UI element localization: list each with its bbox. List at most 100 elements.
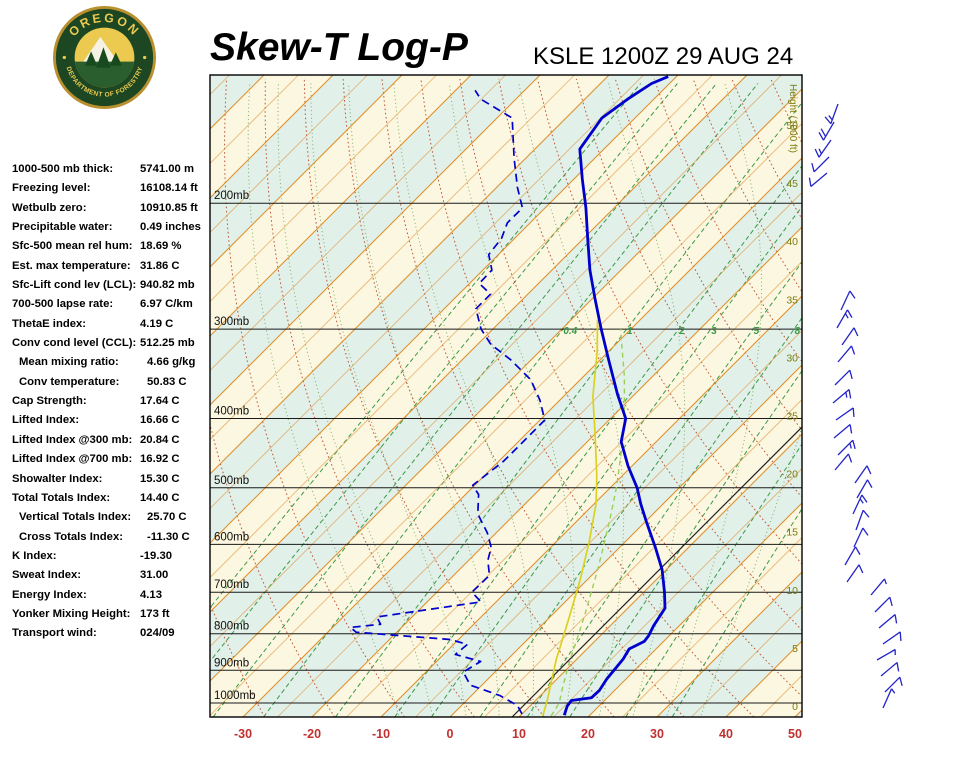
- odf-logo-svg: OREGON DEPARTMENT OF FORESTRY: [53, 6, 156, 109]
- index-value: 4.66 g/kg: [147, 356, 196, 369]
- index-value: 31.86 C: [140, 259, 180, 272]
- mixing-ratio-line: [263, 83, 759, 717]
- dry-adiabat-line: [614, 78, 802, 431]
- index-label: K Index:: [12, 549, 57, 562]
- index-row: Lifted Index: 16.66 C: [12, 414, 212, 433]
- index-label: Lifted Index:: [12, 414, 80, 427]
- dry-adiabat-line: [381, 78, 685, 717]
- index-value: 17.64 C: [140, 395, 180, 408]
- index-value: 512.25 mb: [140, 337, 195, 350]
- index-label: ThetaE index:: [12, 317, 87, 330]
- isotherm-line: [210, 75, 610, 475]
- dry-adiabat-line: [264, 78, 475, 717]
- index-value: 0.49 inches: [140, 221, 201, 234]
- mixing-ratio-line: [526, 317, 802, 717]
- index-label: Conv temperature:: [19, 375, 120, 388]
- tree-icon: [84, 51, 98, 66]
- isotherm-line: [210, 75, 644, 510]
- index-row: Precipitable water: 0.49 inches: [12, 221, 212, 240]
- moist-adiabat-line: [348, 83, 500, 716]
- index-row: Wetbulb zero: 10910.85 ft: [12, 202, 212, 221]
- index-value: 16.92 C: [140, 453, 180, 466]
- plot-border: [209, 74, 803, 718]
- pressure-label: 500mb: [214, 475, 249, 487]
- isotherm-line: [210, 75, 368, 234]
- mixing-ratio-label: 0.4: [563, 326, 577, 337]
- isotherm-line: [210, 75, 575, 441]
- pressure-label: 600mb: [214, 531, 249, 543]
- index-value: 16108.14 ft: [140, 182, 198, 195]
- wind-barbs: [808, 103, 903, 709]
- logo-dot-left: [62, 55, 66, 60]
- isotherm-line: [449, 364, 802, 717]
- index-value: 4.19 C: [140, 317, 174, 330]
- index-label: Total Totals Index:: [12, 491, 111, 504]
- index-value: -19.30: [140, 549, 173, 562]
- chart-title: Skew-T Log-P: [210, 26, 468, 69]
- isotherm-line: [622, 536, 802, 717]
- isotherm-band: [864, 75, 956, 717]
- index-value: 18.69 %: [140, 240, 182, 253]
- index-value: 6.97 C/km: [140, 298, 193, 311]
- index-label: Lifted Index @300 mb:: [12, 433, 133, 446]
- dry-adiabat-line: [888, 79, 957, 717]
- index-row: Energy Index: 4.13: [12, 589, 212, 608]
- index-row: Sfc-Lift cond lev (LCL): 940.82 mb: [12, 279, 212, 298]
- mixing-ratio-line: [210, 83, 641, 609]
- temp-tick-label: 50: [788, 727, 802, 741]
- index-row: Est. max temperature: 31.86 C: [12, 260, 212, 279]
- isotherm-line: [210, 75, 541, 406]
- index-label: Wetbulb zero:: [12, 201, 87, 214]
- pressure-label: 800mb: [214, 621, 249, 633]
- height-tick-label: 50: [786, 120, 798, 132]
- index-label: Vertical Totals Index:: [19, 511, 132, 524]
- index-row: 700-500 lapse rate: 6.97 C/km: [12, 298, 212, 317]
- index-row: Mean mixing ratio: 4.66 g/kg: [12, 356, 212, 375]
- isotherm-line: [415, 329, 802, 717]
- reference-line: [511, 426, 802, 717]
- mixing-ratio-label: 5: [754, 326, 760, 337]
- index-value: 20.84 C: [140, 433, 180, 446]
- temp-tick-label: -30: [234, 727, 252, 741]
- index-row: Cap Strength: 17.64 C: [12, 395, 212, 414]
- index-label: Lifted Index @700 mb:: [12, 453, 133, 466]
- height-tick-label: 20: [786, 469, 798, 481]
- isotherm-line: [830, 75, 957, 717]
- index-value: 10910.85 ft: [140, 201, 198, 214]
- index-value: 16.66 C: [140, 414, 180, 427]
- height-tick-label: 25: [786, 411, 798, 423]
- index-row: Cross Totals Index: -11.30 C: [12, 531, 212, 550]
- temp-tick-label: -20: [303, 727, 321, 741]
- isotherm-line: [210, 75, 437, 303]
- index-row: Lifted Index @700 mb: 16.92 C: [12, 453, 212, 472]
- mixing-ratio-line: [394, 165, 802, 717]
- pressure-label: 200mb: [214, 190, 249, 202]
- height-tick-label: 45: [786, 178, 798, 190]
- mixing-ratio-label: 2: [678, 326, 685, 337]
- temp-tick-label: -10: [372, 727, 390, 741]
- series-wetbulb: [541, 319, 599, 717]
- moist-adiabat-line: [393, 83, 534, 716]
- pressure-label: 300mb: [214, 316, 249, 328]
- logo-dot-right: [143, 55, 147, 60]
- index-row: Transport wind: 024/09: [12, 627, 212, 646]
- index-row: Vertical Totals Index: 25.70 C: [12, 511, 212, 530]
- isotherm-line: [210, 88, 802, 682]
- temp-tick-label: 10: [512, 727, 526, 741]
- pressure-label: 1000mb: [214, 690, 256, 702]
- index-label: Sweat Index:: [12, 569, 82, 582]
- mixing-ratio-line: [569, 369, 802, 717]
- moist-adiabat-line: [277, 83, 433, 716]
- index-row: Conv temperature: 50.83 C: [12, 376, 212, 395]
- index-label: Transport wind:: [12, 627, 97, 640]
- moist-adiabat-line: [518, 83, 625, 716]
- index-value: 173 ft: [140, 607, 170, 620]
- index-row: Total Totals Index: 14.40 C: [12, 492, 212, 511]
- isotherm-line: [864, 75, 956, 717]
- dry-adiabat-line: [810, 79, 956, 717]
- index-row: K Index: -19.30: [12, 550, 212, 569]
- index-label: Cap Strength:: [12, 395, 87, 408]
- isotherm-line: [210, 122, 802, 717]
- mixing-ratio-label: 8: [795, 326, 801, 337]
